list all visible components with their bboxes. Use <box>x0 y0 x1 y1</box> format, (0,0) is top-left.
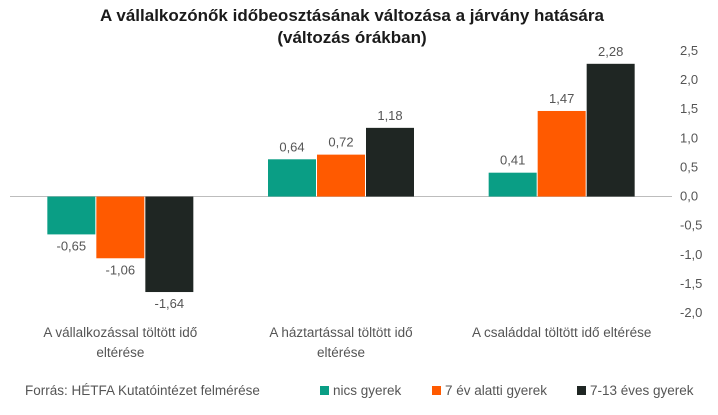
x-axis-categories: A vállalkozással töltött idő eltérése A há… <box>43 325 651 360</box>
legend-swatch <box>320 386 329 395</box>
bar <box>537 110 586 197</box>
y-tick-label: 1,0 <box>680 130 698 145</box>
bar <box>145 196 194 293</box>
y-tick-label: 1,5 <box>680 101 698 116</box>
data-label: 2,28 <box>598 44 623 59</box>
category-label: eltérése <box>96 345 144 360</box>
category-label: A háztartással töltött idő <box>269 325 412 340</box>
y-axis: 2,5 2,0 1,5 1,0 0,5 0,0 -0,5 -1,0 -1,5 -2,0 <box>680 43 702 320</box>
bar <box>317 154 365 197</box>
bar <box>488 172 537 197</box>
y-tick-label: 0,0 <box>680 189 698 204</box>
y-tick-label: -2,0 <box>680 305 702 320</box>
data-label: -0,65 <box>57 238 87 253</box>
data-label: 0,72 <box>328 135 353 150</box>
category-label: eltérése <box>317 345 365 360</box>
y-tick-label: 2,0 <box>680 72 698 87</box>
data-label: 1,18 <box>377 108 402 123</box>
category-label: A vállalkozással töltött idő <box>43 325 197 340</box>
data-label: 1,47 <box>549 91 574 106</box>
bar <box>96 196 145 259</box>
legend-label: 7-13 éves gyerek <box>590 383 694 398</box>
legend-label: 7 év alatti gyerek <box>445 383 547 398</box>
bar <box>47 196 96 235</box>
legend-label: nics gyerek <box>333 383 402 398</box>
bar <box>268 159 316 197</box>
data-label: -1,64 <box>155 296 185 311</box>
y-tick-label: -1,0 <box>680 247 702 262</box>
y-tick-label: -1,5 <box>680 276 702 291</box>
chart-title: A vállalkozónők időbeosztásának változás… <box>100 6 604 25</box>
y-tick-label: -0,5 <box>680 218 702 233</box>
category-label: A családdal töltött idő eltérése <box>472 325 651 340</box>
data-label: 0,64 <box>279 139 304 154</box>
data-label: 0,41 <box>500 153 525 168</box>
source-note: Forrás: HÉTFA Kutatóintézet felmérése <box>25 383 260 398</box>
y-tick-label: 2,5 <box>680 43 698 58</box>
legend-swatch <box>577 386 586 395</box>
bar <box>366 127 414 197</box>
data-label: -1,06 <box>106 262 136 277</box>
bar <box>586 63 635 197</box>
legend-swatch <box>432 386 441 395</box>
legend: nics gyerek 7 év alatti gyerek 7-13 éves g… <box>320 383 694 398</box>
y-tick-label: 0,5 <box>680 159 698 174</box>
plot-area: -0,65 -1,06 -1,64 0,64 0,72 1,18 0,41 1,47 2,28 <box>10 44 672 311</box>
chart-subtitle: (változás órákban) <box>277 28 426 47</box>
